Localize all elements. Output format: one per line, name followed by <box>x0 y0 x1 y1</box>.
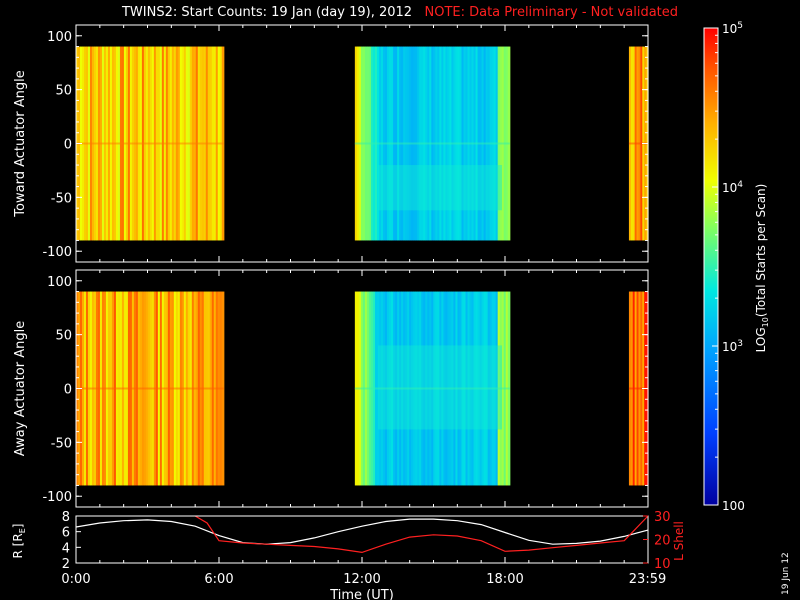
side-date: 19 Jun 12 <box>781 552 791 595</box>
panel-ylabel: Toward Actuator Angle <box>13 70 28 217</box>
ytick-label: 50 <box>55 329 72 344</box>
ytick-label: -50 <box>51 436 72 451</box>
away-panel: 100 50 0 -50 -100 Away Actuator Angle <box>13 269 649 508</box>
colorbar-tick-label: 104 <box>722 180 743 195</box>
colorbar-label: LOG10(Total Starts per Scan) <box>754 184 770 353</box>
colorbar: 105 104 103 100 LOG10(Total Starts per Scan) <box>703 21 770 513</box>
xtick-label: 12:00 <box>343 572 380 587</box>
ytick-label: 6 <box>62 526 70 541</box>
xtick-label: 6:00 <box>204 572 233 587</box>
ytick-label: 4 <box>62 541 70 556</box>
r-distance-line <box>75 518 649 545</box>
ytick-label-right: 10 <box>654 557 671 572</box>
data-segment <box>76 46 225 241</box>
heatmap-band <box>378 165 503 211</box>
data-segment <box>354 291 511 486</box>
panel-ylabel: Away Actuator Angle <box>13 321 28 456</box>
ytick-label: -50 <box>51 191 72 206</box>
xtick-label: 0:00 <box>61 572 90 587</box>
ytick-label: -100 <box>42 245 72 260</box>
colorbar-gradient <box>703 27 719 506</box>
data-segment <box>354 46 511 241</box>
toward-panel: 100 50 0 -50 -100 Toward Actuator Angle <box>13 24 649 263</box>
colorbar-tick-label: 100 <box>722 499 745 513</box>
xtick-label: 18:00 <box>486 572 523 587</box>
preliminary-note: NOTE: Data Preliminary - Not validated <box>424 5 679 20</box>
panel-frame <box>75 515 649 564</box>
ytick-label-right: 20 <box>654 534 671 549</box>
ytick-label: 100 <box>47 275 72 290</box>
data-segment <box>76 291 225 486</box>
lshell-line <box>194 515 649 554</box>
figure-title: TWINS2: Start Counts: 19 Jan (day 19), 2… <box>0 5 800 20</box>
x-axis-title: Time (UT) <box>329 588 394 600</box>
ytick-label: -100 <box>42 490 72 505</box>
ytick-label: 0 <box>64 383 72 398</box>
r-axis-label: R [RE] <box>11 524 27 559</box>
xtick-label: 23:59 <box>629 572 666 587</box>
colorbar-tick-label: 103 <box>722 339 743 354</box>
ytick-label: 8 <box>62 510 70 525</box>
colorbar-tick-label: 105 <box>722 21 743 36</box>
ytick-label-right: 30 <box>654 510 671 525</box>
ytick-label: 50 <box>55 84 72 99</box>
lshell-axis-label: L Shell <box>672 521 686 561</box>
ytick-label: 100 <box>47 30 72 45</box>
ytick-label: 0 <box>64 138 72 153</box>
heatmap-band <box>378 345 503 430</box>
title-text: TWINS2: Start Counts: 19 Jan (day 19), 2… <box>121 5 413 20</box>
ytick-label: 2 <box>62 557 70 572</box>
